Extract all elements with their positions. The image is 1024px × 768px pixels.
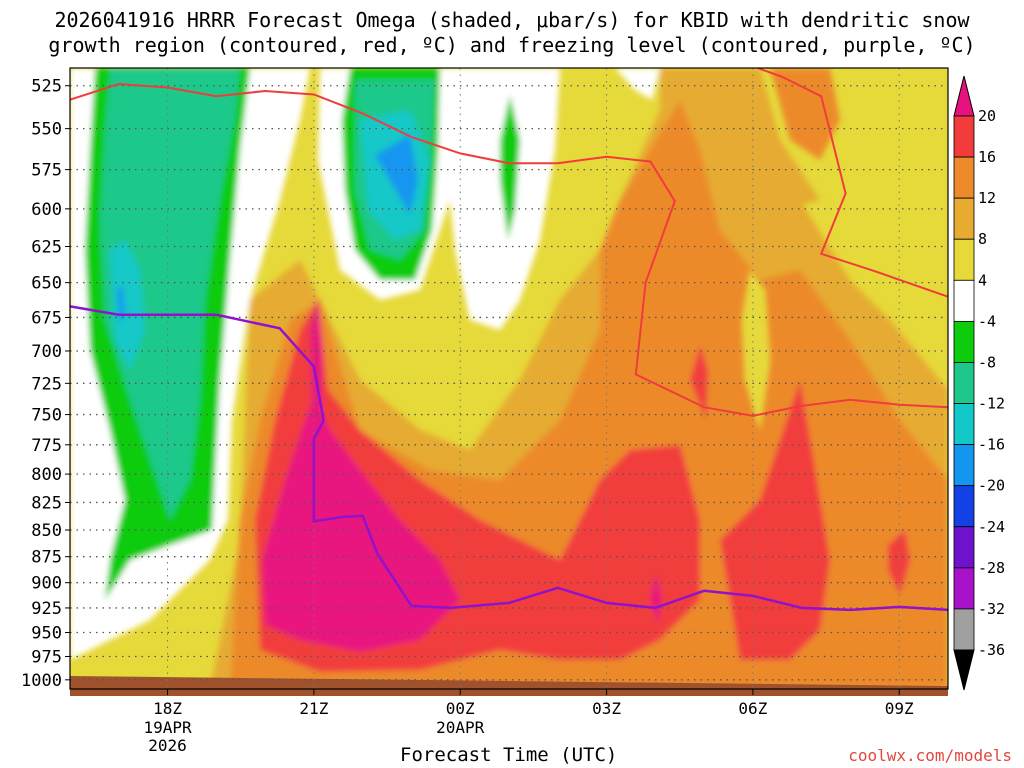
colorbar-swatch [953,403,975,446]
y-tick-label: 675 [31,308,62,328]
y-tick-label: 750 [31,406,62,426]
colorbar-label: -4 [978,312,996,330]
colorbar-label: 12 [978,189,996,207]
colorbar-swatch [953,320,975,363]
x-axis-label: Forecast Time (UTC) [400,744,618,766]
colorbar-swatch [953,279,975,322]
omega-blue-middle [375,135,418,215]
dgz-right-contour [754,68,948,298]
y-tick-label: 650 [31,274,62,294]
omega-magenta [262,395,460,652]
colorbar-swatch [953,444,975,487]
colorbar-swatch [953,238,975,281]
y-tick-label: 700 [31,342,62,362]
omega-magenta-3 [650,573,662,625]
y-tick-label: 900 [31,574,62,594]
omega-cyan-left [110,240,145,370]
colorbar-top-arrow [953,75,975,117]
chart-title-line-2: growth region (contoured, red, ºC) and f… [48,33,976,57]
colorbar-label: 8 [978,230,987,248]
y-tick-label: 525 [31,77,62,97]
colorbar-label: -12 [978,395,1005,413]
x-tick-label: 00Z [446,699,475,718]
colorbar-swatch [953,362,975,404]
omega-red-3 [690,345,708,420]
x-tick-label: 09Z [885,699,914,718]
y-tick-label: 725 [31,374,62,394]
x-tick-sublabel: 2026 [148,736,187,755]
colorbar-swatch [953,156,975,199]
dgz-top-contour [70,82,948,417]
y-tick-label: 875 [31,548,62,568]
y-tick-label: 800 [31,465,62,485]
colorbar-label: -20 [978,477,1005,495]
y-tick-label: 600 [31,200,62,220]
terrain-ground [70,676,948,696]
colorbar-label: -24 [978,518,1005,536]
colorbar-label: -28 [978,559,1005,577]
y-tick-label: 575 [31,161,62,181]
y-tick-label: 550 [31,120,62,140]
colorbar-label: 20 [978,107,996,125]
x-tick-sublabel: 19APR [143,718,192,737]
y-tick-label: 1000 [21,671,62,691]
y-axis: 525 550 575 600 625 650 675 700 725 750 775 800 825 8… [21,77,70,691]
x-tick-label: 18Z [153,699,182,718]
omega-red-2 [720,380,830,660]
colorbar-label: -8 [978,353,996,371]
y-tick-label: 775 [31,436,62,456]
colorbar-label: 16 [978,148,996,166]
omega-teal-left [100,68,240,520]
colorbar-swatch [953,608,975,651]
colorbar: 20 16 12 8 4 -4 -8 -12 -16 -20 -24 -28 -32 -36 [953,75,1005,691]
y-tick-label: 925 [31,599,62,619]
colorbar-swatch [953,485,975,528]
colorbar-label: 4 [978,271,987,289]
chart-title-line-1: 2026041916 HRRR Forecast Omega (shaded, … [54,8,970,32]
colorbar-label: -36 [978,641,1005,659]
colorbar-label: -16 [978,436,1005,454]
omega-shading [70,68,948,689]
y-tick-label: 825 [31,493,62,513]
colorbar-bottom-arrow [953,649,975,691]
colorbar-swatch [953,115,975,158]
omega-green-small [500,95,520,240]
omega-yellow-spot [742,270,770,430]
omega-near-zero-region-3 [615,68,660,100]
x-tick-sublabel: 20APR [436,718,485,737]
y-tick-label: 975 [31,647,62,667]
x-tick-label: 03Z [592,699,621,718]
colorbar-swatch [953,567,975,610]
omega-orange-top [770,68,840,160]
y-tick-label: 850 [31,521,62,541]
y-tick-label: 950 [31,624,62,644]
x-tick-label: 06Z [738,699,767,718]
colorbar-swatch [953,197,975,240]
plot-frame [69,67,949,690]
colorbar-swatch [953,526,975,569]
y-tick-label: 625 [31,237,62,257]
x-tick-label: 21Z [299,699,328,718]
site-credit-link[interactable]: coolwx.com/models [848,746,1012,765]
colorbar-label: -32 [978,600,1005,618]
freezing-level-contour [70,305,948,612]
